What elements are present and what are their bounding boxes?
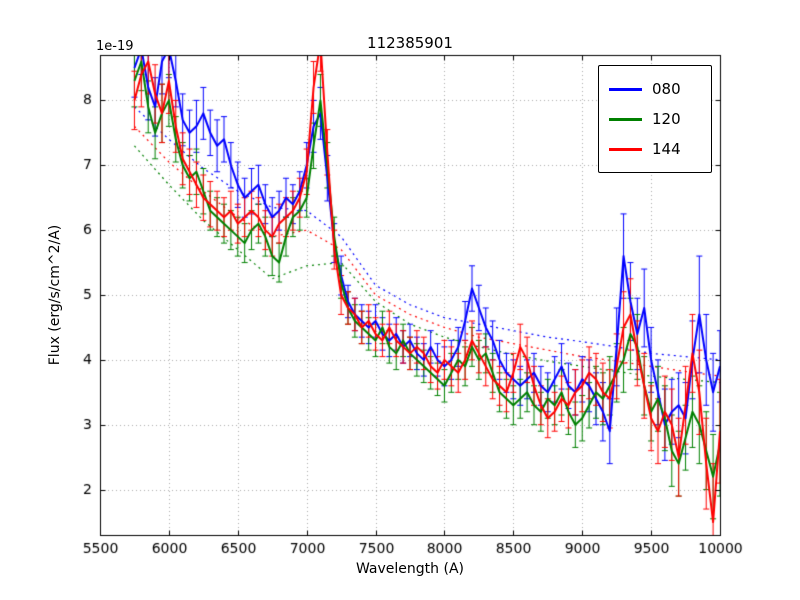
legend-swatch [609,87,642,91]
plot-title: 112385901 [367,34,453,52]
legend-label: 144 [652,140,681,158]
legend-label: 080 [652,80,681,98]
legend-swatch [609,117,642,121]
y-axis-label: Flux (erg/s/cm^2/A) [47,224,63,366]
legend: 080 120 144 [598,65,712,173]
legend-swatch [609,147,642,151]
legend-item: 120 [609,104,701,134]
legend-item: 080 [609,74,701,104]
y-axis-offset-label: 1e-19 [96,39,134,54]
x-axis-label: Wavelength (A) [355,561,464,577]
legend-label: 120 [652,110,681,128]
legend-item: 144 [609,134,701,164]
